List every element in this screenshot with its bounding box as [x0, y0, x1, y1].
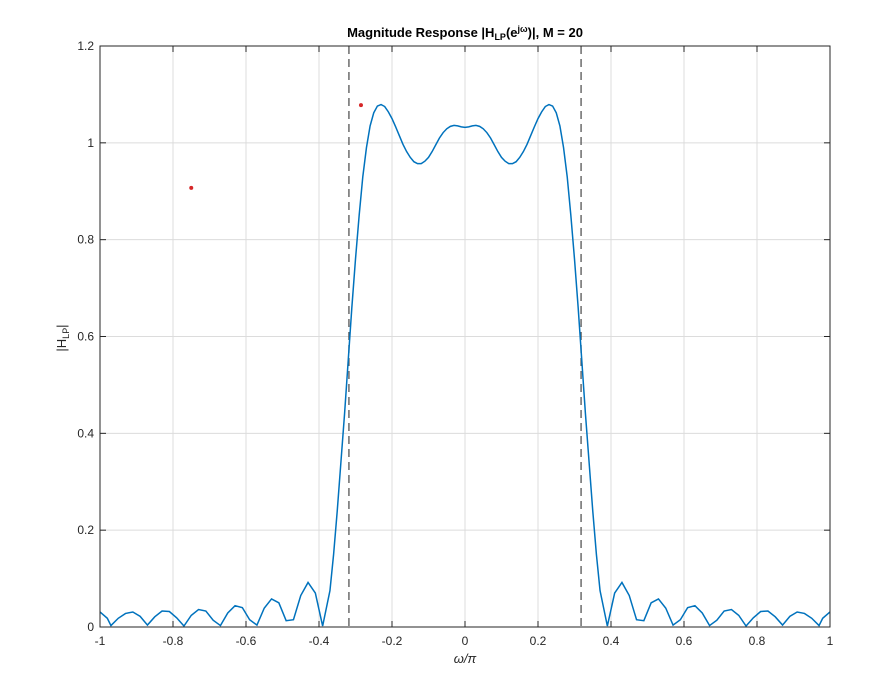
y-tick-label: 0.6: [77, 330, 94, 344]
x-tick-label: -0.6: [236, 634, 257, 648]
x-tick-label: 0: [462, 634, 469, 648]
x-axis-label: ω/π: [454, 651, 477, 666]
x-tick-label: -0.2: [382, 634, 403, 648]
y-tick-label: 0.2: [77, 523, 94, 537]
x-tick-label: 0.4: [603, 634, 620, 648]
marker-point: [189, 185, 194, 190]
y-tick-label: 0: [87, 620, 94, 634]
y-tick-label: 0.4: [77, 426, 94, 440]
y-tick-label: 1: [87, 136, 94, 150]
y-tick-labels: 0 0.2 0.4 0.6 0.8 1 1.2: [77, 39, 94, 634]
y-tick-label: 0.8: [77, 233, 94, 247]
cutoff-lines: [348, 46, 582, 627]
x-tick-label: -0.4: [309, 634, 330, 648]
x-tick-labels: -1 -0.8 -0.6 -0.4 -0.2 0 0.2 0.4 0.6 0.8 1: [95, 634, 834, 648]
x-tick-label: 1: [827, 634, 834, 648]
x-tick-label: -1: [95, 634, 106, 648]
markers: [189, 103, 363, 190]
magnitude-response-line: [99, 103, 831, 628]
x-tick-label: 0.8: [749, 634, 766, 648]
x-tick-label: -0.8: [163, 634, 184, 648]
chart-title: Magnitude Response |HLP(ejω)|, M = 20: [347, 24, 583, 42]
y-axis-label: |HLP|: [54, 324, 71, 351]
x-tick-label: 0.2: [530, 634, 547, 648]
marker-point: [358, 103, 363, 108]
x-tick-label: 0.6: [676, 634, 693, 648]
ticks: [99, 45, 831, 628]
y-tick-label: 1.2: [77, 39, 94, 53]
